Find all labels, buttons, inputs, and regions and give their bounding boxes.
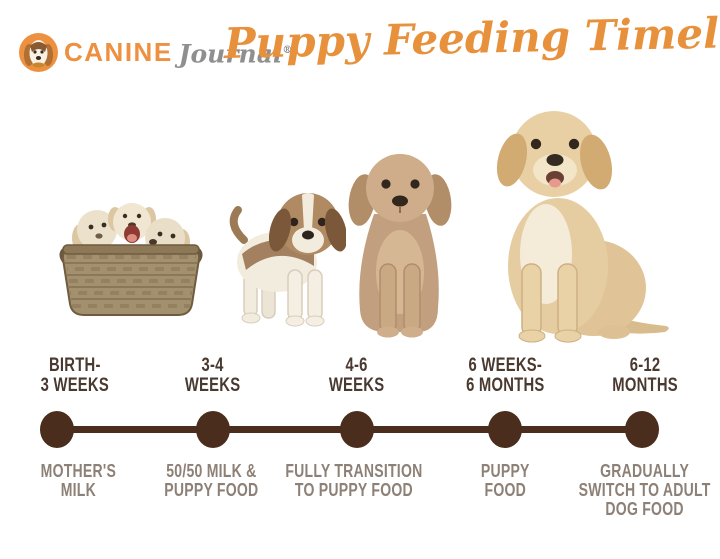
stage-food-label: PUPPY FOOD — [410, 462, 600, 500]
brand-journal-text: Journal® — [179, 30, 293, 74]
stage-range-text: 6 WEEKS- 6 MONTHS — [465, 355, 545, 396]
stage-range-text: BIRTH- 3 WEEKS — [40, 355, 110, 396]
stage-food-label: MOTHER'S MILK — [0, 462, 173, 500]
dog-logo-icon — [19, 32, 58, 72]
stage-food-label: FULLY TRANSITION TO PUPPY FOOD — [259, 462, 449, 500]
stage-food-text: MOTHER'S MILK — [40, 461, 116, 500]
stage-food-text: PUPPY FOOD — [480, 461, 530, 500]
yellow-lab-puppy-sitting-illustration — [466, 96, 674, 344]
stage-range-label: 4-6 WEEKS — [267, 356, 447, 396]
stage-food-label: GRADUALLY SWITCH TO ADULT DOG FOOD — [550, 462, 720, 519]
stage-range-label: 6-12 MONTHS — [555, 356, 720, 396]
registered-mark: ® — [282, 45, 293, 56]
timeline-dot — [340, 411, 374, 448]
stage-range-text: 3-4 WEEKS — [185, 355, 241, 396]
timeline-dot — [40, 411, 74, 448]
stage-range-text: 4-6 WEEKS — [329, 355, 385, 396]
brand-canine-text: CANINE — [64, 36, 173, 67]
stage-food-label: 50/50 MILK & PUPPY FOOD — [116, 462, 306, 500]
stage-range-label: 3-4 WEEKS — [123, 356, 303, 396]
brand-journal-word: Journal — [178, 39, 283, 69]
timeline-dot — [196, 411, 230, 448]
tan-puppy-sitting-illustration — [338, 146, 460, 338]
stage-range-label: BIRTH- 3 WEEKS — [0, 356, 165, 396]
beagle-puppy-standing-illustration — [222, 178, 346, 328]
basket-of-newborn-puppies-illustration — [57, 192, 205, 318]
stage-food-text: FULLY TRANSITION TO PUPPY FOOD — [285, 461, 423, 500]
timeline-dot — [488, 411, 522, 448]
stage-range-label: 6 WEEKS- 6 MONTHS — [415, 356, 595, 396]
page-title: Puppy Feeding Timeline — [223, 7, 720, 68]
canine-journal-logo: CANINE Journal® — [18, 30, 292, 74]
timeline-dot — [625, 411, 659, 448]
stage-range-text: 6-12 MONTHS — [612, 355, 678, 396]
stage-food-text: GRADUALLY SWITCH TO ADULT DOG FOOD — [579, 461, 711, 519]
stage-food-text: 50/50 MILK & PUPPY FOOD — [163, 461, 259, 500]
